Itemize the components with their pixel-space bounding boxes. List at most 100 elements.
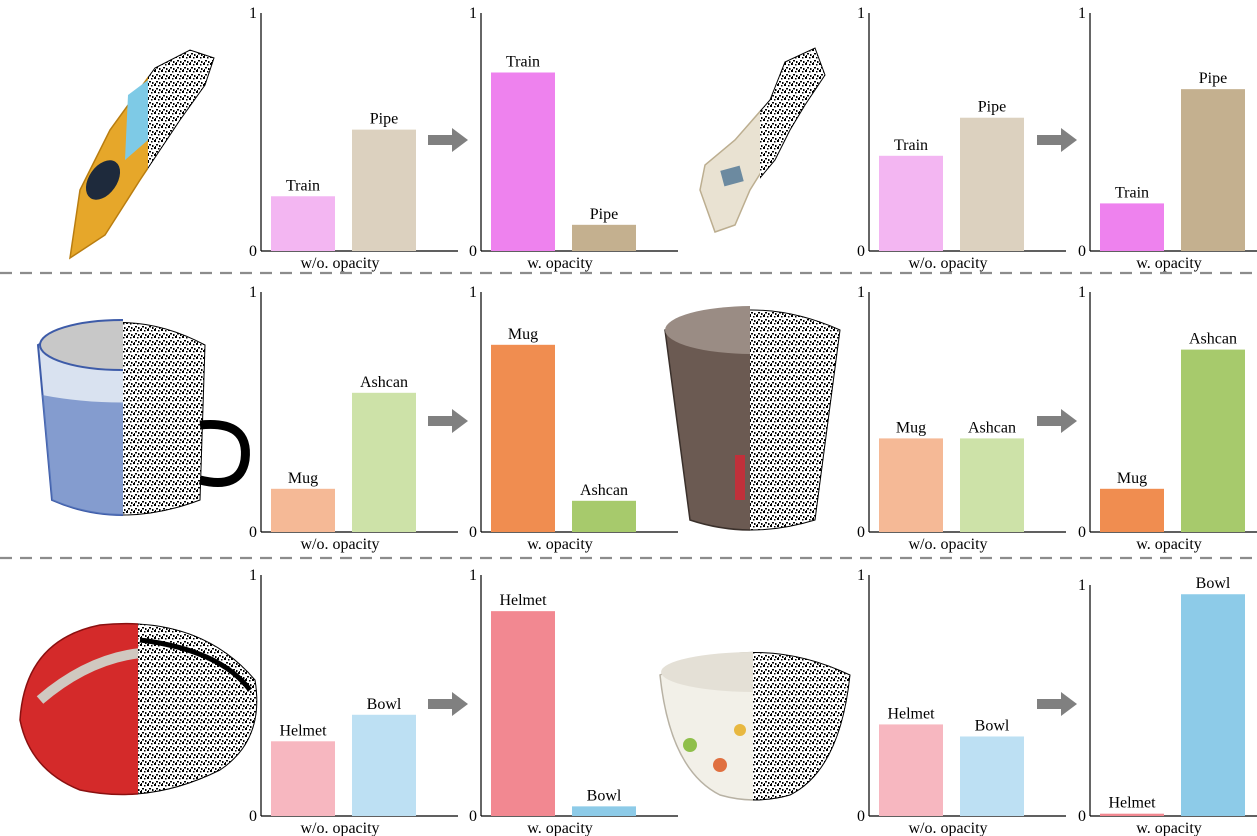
bar bbox=[491, 344, 555, 532]
y-tick-label: 0 bbox=[249, 808, 257, 825]
bar-label: Helmet bbox=[1108, 795, 1156, 812]
bar bbox=[1181, 89, 1245, 251]
bar bbox=[960, 736, 1024, 816]
bar-label: Helmet bbox=[887, 705, 935, 722]
bar-label: Ashcan bbox=[360, 374, 408, 391]
bar-label: Ashcan bbox=[968, 419, 1016, 436]
bar-label: Bowl bbox=[587, 787, 622, 804]
bar bbox=[960, 117, 1024, 251]
bar-chart: 0 1 Mug Ashcan w/o. opacity bbox=[857, 284, 1066, 553]
bar-label: Train bbox=[1115, 184, 1149, 201]
bar bbox=[352, 129, 416, 251]
bar-label: Pipe bbox=[978, 99, 1006, 116]
bar-label: Train bbox=[506, 54, 540, 71]
bar bbox=[271, 741, 335, 816]
x-axis-label: w/o. opacity bbox=[908, 536, 987, 553]
arrow-icon bbox=[428, 409, 468, 433]
bar bbox=[491, 611, 555, 816]
y-tick-label: 1 bbox=[469, 5, 477, 22]
bar-label: Bowl bbox=[1196, 575, 1231, 592]
x-axis-label: w/o. opacity bbox=[908, 820, 987, 836]
arrow-icon bbox=[1037, 409, 1077, 433]
y-tick-label: 0 bbox=[1078, 524, 1086, 541]
bar-chart: 0 1 Train Pipe w. opacity bbox=[1078, 5, 1257, 272]
x-axis-label: w. opacity bbox=[1136, 255, 1202, 272]
bar bbox=[1100, 488, 1164, 532]
bar bbox=[879, 155, 943, 251]
bar bbox=[491, 72, 555, 251]
bar-chart: 0 1 Train Pipe w/o. opacity bbox=[857, 5, 1066, 272]
bar-label: Train bbox=[286, 177, 320, 194]
y-tick-label: 1 bbox=[249, 567, 257, 584]
x-axis-label: w/o. opacity bbox=[300, 255, 379, 272]
bar-label: Ashcan bbox=[1189, 331, 1237, 348]
y-tick-label: 1 bbox=[249, 5, 257, 22]
bar bbox=[271, 488, 335, 532]
train-icon bbox=[69, 49, 215, 260]
x-axis-label: w. opacity bbox=[1136, 820, 1202, 836]
y-tick-label: 0 bbox=[857, 243, 865, 260]
bar-label: Mug bbox=[288, 470, 318, 487]
y-tick-label: 0 bbox=[1078, 243, 1086, 260]
bar bbox=[572, 806, 636, 816]
y-tick-label: 0 bbox=[249, 243, 257, 260]
x-axis-label: w/o. opacity bbox=[300, 536, 379, 553]
x-axis-label: w. opacity bbox=[1136, 536, 1202, 553]
arrow-icon bbox=[428, 692, 468, 716]
y-tick-label: 1 bbox=[1078, 577, 1086, 594]
bar bbox=[879, 438, 943, 532]
y-tick-label: 1 bbox=[857, 5, 865, 22]
bar-label: Mug bbox=[508, 326, 538, 343]
bar-label: Bowl bbox=[975, 717, 1010, 734]
arrow-icon bbox=[1037, 128, 1077, 152]
bar bbox=[352, 392, 416, 532]
bar-label: Mug bbox=[1117, 470, 1147, 487]
bar-label: Pipe bbox=[1199, 70, 1227, 87]
y-tick-label: 1 bbox=[469, 567, 477, 584]
x-axis-label: w. opacity bbox=[527, 255, 593, 272]
bar-chart: 0 1 Helmet Bowl w. opacity bbox=[1078, 575, 1257, 836]
bowl-icon bbox=[659, 651, 851, 801]
bar-label: Helmet bbox=[279, 722, 327, 739]
row-dividers bbox=[0, 271, 1257, 560]
bar-label: Mug bbox=[896, 419, 926, 436]
y-tick-label: 0 bbox=[1078, 808, 1086, 825]
bar-label: Helmet bbox=[499, 592, 547, 609]
y-tick-label: 0 bbox=[857, 524, 865, 541]
mug-icon bbox=[36, 319, 250, 516]
bar bbox=[960, 438, 1024, 532]
bar bbox=[572, 224, 636, 251]
y-tick-label: 0 bbox=[469, 243, 477, 260]
bar-chart: 0 1 Mug Ashcan w. opacity bbox=[469, 284, 678, 553]
arrow-icon bbox=[1037, 692, 1077, 716]
bar-chart: 0 1 Mug Ashcan w/o. opacity bbox=[249, 284, 458, 553]
bar-chart: 0 1 Helmet Bowl w/o. opacity bbox=[857, 567, 1066, 836]
y-tick-label: 1 bbox=[857, 284, 865, 301]
bar-chart: 0 1 Helmet Bowl w/o. opacity bbox=[249, 567, 458, 836]
bar bbox=[271, 196, 335, 251]
x-axis-label: w. opacity bbox=[527, 536, 593, 553]
y-tick-label: 1 bbox=[857, 567, 865, 584]
bar bbox=[1100, 203, 1164, 251]
arrow-icon bbox=[428, 128, 468, 152]
bar-label: Train bbox=[894, 137, 928, 154]
bar-label: Bowl bbox=[367, 696, 402, 713]
bar-chart: 0 1 Mug Ashcan w. opacity bbox=[1078, 284, 1257, 553]
y-tick-label: 1 bbox=[1078, 5, 1086, 22]
x-axis-label: w/o. opacity bbox=[908, 255, 987, 272]
bar-label: Pipe bbox=[590, 206, 618, 223]
object-illustrations bbox=[19, 47, 851, 801]
bar-label: Pipe bbox=[370, 111, 398, 128]
x-axis-label: w. opacity bbox=[527, 820, 593, 836]
transition-arrows bbox=[428, 128, 1077, 716]
y-tick-label: 0 bbox=[857, 808, 865, 825]
bar bbox=[1181, 594, 1245, 816]
y-tick-label: 0 bbox=[249, 524, 257, 541]
helmet-icon bbox=[19, 622, 258, 796]
y-tick-label: 0 bbox=[469, 524, 477, 541]
bar-chart: 0 1 Train Pipe w. opacity bbox=[469, 5, 678, 272]
bar-chart: 0 1 Train Pipe w/o. opacity bbox=[249, 5, 458, 272]
ashcan-icon bbox=[664, 306, 841, 531]
bar bbox=[1100, 813, 1164, 816]
